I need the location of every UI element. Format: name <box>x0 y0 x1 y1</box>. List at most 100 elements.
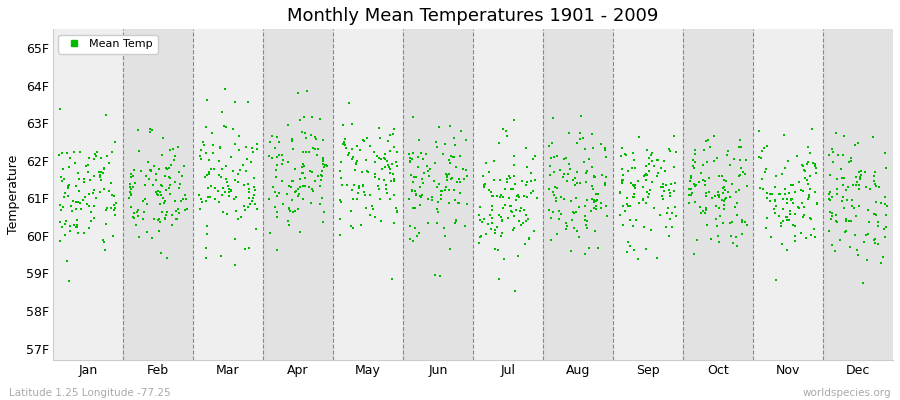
Point <box>156 195 170 202</box>
Point <box>106 193 121 199</box>
Point <box>508 206 523 213</box>
Point <box>852 186 867 192</box>
Point <box>160 255 175 262</box>
Point <box>203 166 218 172</box>
Text: worldspecies.org: worldspecies.org <box>803 388 891 398</box>
Point <box>723 220 737 226</box>
Point <box>359 157 374 163</box>
Point <box>348 167 363 173</box>
Point <box>174 198 188 204</box>
Point <box>410 192 424 198</box>
Point <box>228 99 242 105</box>
Point <box>127 167 141 173</box>
Point <box>402 196 417 203</box>
Point <box>836 194 850 200</box>
Point <box>544 215 558 221</box>
Point <box>798 168 813 174</box>
Point <box>202 194 217 200</box>
Point <box>373 196 387 202</box>
Point <box>563 166 578 172</box>
Point <box>661 210 675 216</box>
Point <box>763 198 778 204</box>
Point <box>439 172 454 178</box>
Point <box>295 196 310 203</box>
Point <box>485 202 500 209</box>
Point <box>796 204 811 210</box>
Point <box>506 186 520 192</box>
Point <box>732 143 746 150</box>
Point <box>316 155 330 161</box>
Point <box>134 168 148 174</box>
Point <box>249 226 264 232</box>
Point <box>414 150 428 156</box>
Point <box>486 176 500 183</box>
Point <box>840 228 854 234</box>
Point <box>221 189 236 196</box>
Point <box>573 113 588 120</box>
Point <box>458 222 473 229</box>
Point <box>833 166 848 172</box>
Point <box>642 168 656 174</box>
Point <box>550 153 564 159</box>
Point <box>171 144 185 150</box>
Point <box>281 159 295 166</box>
Point <box>374 218 389 224</box>
Point <box>635 196 650 202</box>
Point <box>372 176 386 182</box>
Point <box>164 162 178 168</box>
Point <box>302 149 317 156</box>
Point <box>482 168 497 175</box>
Point <box>69 206 84 212</box>
Point <box>788 238 803 244</box>
Point <box>773 220 788 226</box>
Point <box>518 207 532 214</box>
Point <box>587 199 601 205</box>
Point <box>581 156 596 162</box>
Point <box>76 179 91 185</box>
Point <box>842 184 856 190</box>
Point <box>382 138 396 144</box>
Point <box>439 171 454 177</box>
Point <box>729 188 743 195</box>
Point <box>406 204 420 211</box>
Point <box>284 138 299 144</box>
Point <box>131 148 146 154</box>
Point <box>874 200 888 206</box>
Point <box>178 196 193 202</box>
Point <box>238 246 253 252</box>
Point <box>304 186 319 192</box>
Point <box>513 222 527 229</box>
Point <box>707 193 722 200</box>
Point <box>542 143 556 150</box>
Point <box>599 202 614 209</box>
Point <box>196 142 211 148</box>
Point <box>53 219 68 225</box>
Point <box>440 177 454 183</box>
Point <box>123 174 138 180</box>
Point <box>317 209 331 216</box>
Point <box>266 132 280 139</box>
Point <box>682 192 697 198</box>
Point <box>665 210 680 216</box>
Point <box>282 206 296 212</box>
Point <box>760 143 774 150</box>
Point <box>226 168 240 174</box>
Point <box>829 175 843 182</box>
Point <box>230 216 245 223</box>
Point <box>59 258 74 264</box>
Point <box>363 192 377 198</box>
Point <box>867 211 881 217</box>
Point <box>526 156 540 162</box>
Point <box>781 217 796 224</box>
Point <box>338 136 352 142</box>
Point <box>282 222 296 229</box>
Point <box>315 172 329 179</box>
Point <box>625 165 639 171</box>
Point <box>220 182 235 189</box>
Point <box>296 149 310 155</box>
Point <box>495 217 509 223</box>
Point <box>822 152 836 158</box>
Point <box>803 150 817 157</box>
Point <box>147 216 161 222</box>
Point <box>579 179 593 185</box>
